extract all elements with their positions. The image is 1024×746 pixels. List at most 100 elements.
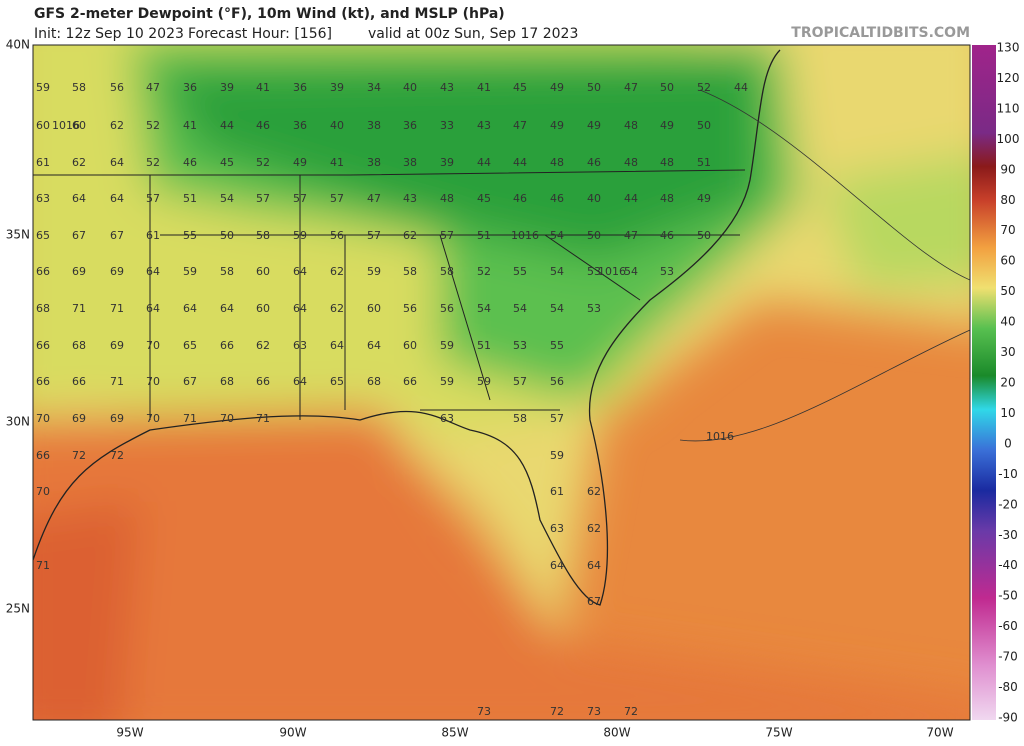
lat-label: 35N: [6, 228, 30, 242]
station-value: 48: [440, 192, 454, 205]
station-value: 59: [183, 265, 197, 278]
station-value: 52: [146, 156, 160, 169]
station-value: 62: [72, 156, 86, 169]
station-value: 64: [293, 302, 307, 315]
station-value: 59: [293, 229, 307, 242]
station-value: 69: [72, 265, 86, 278]
station-value: 48: [660, 156, 674, 169]
station-value: 57: [367, 229, 381, 242]
station-value: 54: [220, 192, 234, 205]
station-value: 49: [660, 119, 674, 132]
init: Init: 12z Sep 10 2023: [34, 26, 184, 42]
station-value: 71: [110, 302, 124, 315]
station-value: 63: [36, 192, 50, 205]
station-value: 70: [146, 339, 160, 352]
station-value: 55: [550, 339, 564, 352]
station-value: 59: [367, 265, 381, 278]
station-value: 49: [293, 156, 307, 169]
station-value: 66: [36, 339, 50, 352]
station-value: 41: [477, 81, 491, 94]
station-value: 36: [403, 119, 417, 132]
colorbar-label: 120: [997, 71, 1020, 85]
station-value: 64: [110, 192, 124, 205]
valid-time: valid at 00z Sun, Sep 17 2023: [368, 26, 578, 42]
station-value: 56: [330, 229, 344, 242]
station-value: 67: [183, 375, 197, 388]
colorbar-label: -40: [998, 558, 1018, 572]
station-value: 71: [72, 302, 86, 315]
forecast-hour: Forecast Hour: [156]: [188, 26, 332, 42]
station-value: 36: [183, 81, 197, 94]
colorbar-label: 110: [997, 101, 1020, 115]
station-value: 46: [550, 192, 564, 205]
station-value: 53: [587, 265, 601, 278]
station-value: 46: [256, 119, 270, 132]
station-value: 67: [72, 229, 86, 242]
station-value: 63: [440, 412, 454, 425]
station-value: 51: [477, 339, 491, 352]
station-value: 48: [624, 119, 638, 132]
station-value: 57: [440, 229, 454, 242]
station-value: 55: [513, 265, 527, 278]
station-value: 58: [220, 265, 234, 278]
station-value: 58: [513, 412, 527, 425]
station-value: 59: [36, 81, 50, 94]
station-value: 52: [697, 81, 711, 94]
station-value: 38: [367, 156, 381, 169]
station-value: 64: [72, 192, 86, 205]
station-value: 38: [403, 156, 417, 169]
station-value: 43: [477, 119, 491, 132]
colorbar-label: -20: [998, 497, 1018, 511]
colorbar-label: 30: [1000, 345, 1015, 359]
station-value: 66: [36, 449, 50, 462]
station-value: 39: [440, 156, 454, 169]
station-value: 47: [367, 192, 381, 205]
station-value: 54: [477, 302, 491, 315]
lon-label: 85W: [441, 726, 468, 740]
station-value: 72: [550, 705, 564, 718]
station-value: 56: [403, 302, 417, 315]
colorbar-label: -50: [998, 589, 1018, 603]
station-value: 57: [256, 192, 270, 205]
station-value: 34: [367, 81, 381, 94]
station-value: 71: [110, 375, 124, 388]
colorbar-label: -30: [998, 528, 1018, 542]
station-value: 44: [220, 119, 234, 132]
station-value: 68: [72, 339, 86, 352]
colorbar-label: -80: [998, 680, 1018, 694]
station-value: 1016: [598, 265, 626, 278]
station-value: 46: [183, 156, 197, 169]
station-value: 1016: [706, 430, 734, 443]
station-value: 64: [183, 302, 197, 315]
station-value: 57: [293, 192, 307, 205]
station-value: 49: [697, 192, 711, 205]
lat-label: 40N: [6, 38, 30, 52]
station-value: 69: [72, 412, 86, 425]
station-value: 62: [587, 485, 601, 498]
station-value: 64: [110, 156, 124, 169]
station-value: 69: [110, 339, 124, 352]
colorbar-label: -70: [998, 650, 1018, 664]
isobars: [679, 89, 970, 442]
station-value: 62: [330, 302, 344, 315]
station-value: 50: [660, 81, 674, 94]
station-value: 40: [330, 119, 344, 132]
colorbar-label: 90: [1000, 162, 1015, 176]
colorbar-label: 20: [1000, 376, 1015, 390]
station-value: 63: [293, 339, 307, 352]
station-value: 58: [72, 81, 86, 94]
station-value: 63: [550, 522, 564, 535]
lat-label: 30N: [6, 415, 30, 429]
station-value: 66: [403, 375, 417, 388]
station-value: 53: [587, 302, 601, 315]
colorbar-label: 80: [1000, 193, 1015, 207]
state-borders: [33, 169, 746, 420]
station-value: 60: [256, 302, 270, 315]
station-value: 64: [220, 302, 234, 315]
lon-label: 80W: [603, 726, 630, 740]
station-value: 52: [477, 265, 491, 278]
station-value: 47: [146, 81, 160, 94]
station-value: 71: [36, 559, 50, 572]
station-value: 64: [367, 339, 381, 352]
